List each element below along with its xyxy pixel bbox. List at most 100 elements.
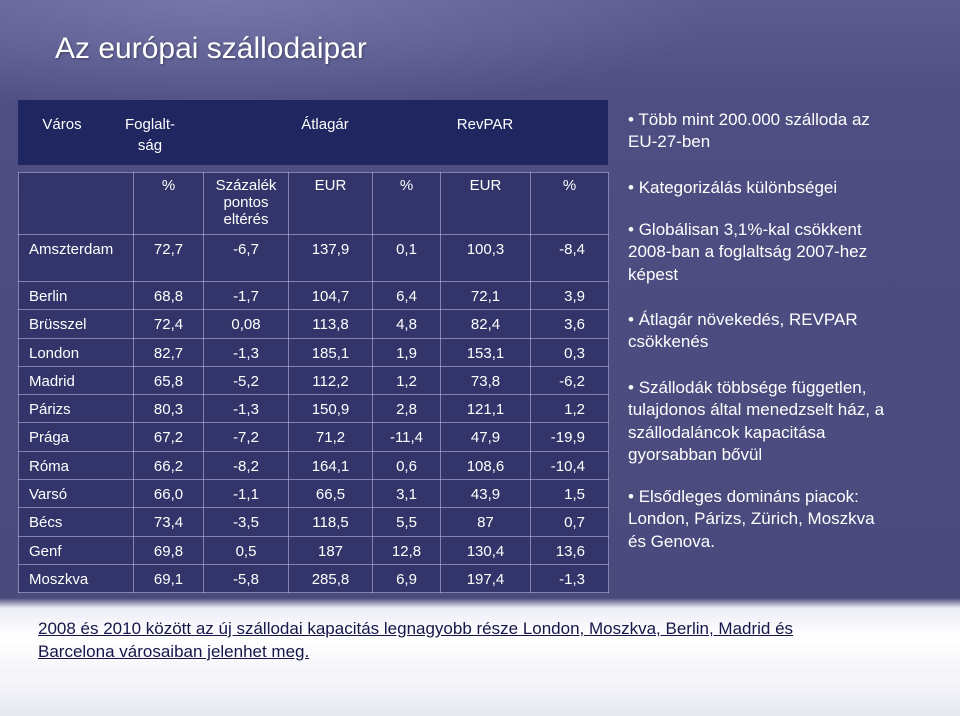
footnote-text: 2008 és 2010 között az új szállodai kapa… <box>38 619 794 661</box>
bullet-item: • Átlagár növekedés, REVPAR csökkenés <box>628 309 956 354</box>
bullet-item: • Több mint 200.000 szálloda az EU-27-be… <box>628 109 956 154</box>
occupancy-change-pp: -8,2 <box>203 450 289 481</box>
bullet-text: Globálisan 3,1%-kal csökkent 2008-ban a … <box>628 220 868 284</box>
occupancy-pct: 66,2 <box>133 450 204 481</box>
bullet-item: • Globálisan 3,1%-kal csökkent 2008-ban … <box>628 219 956 286</box>
bullet-item: • Elsődleges domináns piacok: London, Pá… <box>628 486 956 553</box>
avg-rate-change-pct: 2,8 <box>372 394 441 424</box>
subheader-occupancy-pct: % <box>133 172 204 235</box>
city-name: Brüsszel <box>18 309 134 339</box>
city-name: Róma <box>18 450 134 481</box>
table-row-brusszel: Brüsszel 72,4 0,08 113,8 4,8 82,4 3,6 <box>18 309 609 339</box>
revpar-change-pct: -6,2 <box>530 365 609 396</box>
revpar-change-pct: -10,4 <box>530 450 609 481</box>
revpar-change-pct: 13,6 <box>530 535 609 565</box>
avg-rate-eur: 113,8 <box>288 309 373 339</box>
bullet-icon: • <box>628 178 634 197</box>
revpar-eur: 72,1 <box>440 280 531 311</box>
revpar-eur: 197,4 <box>440 563 531 594</box>
occupancy-pct: 82,7 <box>133 337 204 367</box>
header-city: Város <box>42 116 82 133</box>
occupancy-change-pp: -3,5 <box>203 507 289 537</box>
occupancy-change-pp: -6,7 <box>203 234 289 282</box>
occupancy-change-pp: -1,7 <box>203 280 289 311</box>
avg-rate-change-pct: 0,1 <box>372 234 441 282</box>
city-name: Prága <box>18 422 134 452</box>
avg-rate-eur: 150,9 <box>288 394 373 424</box>
revpar-eur: 121,1 <box>440 394 531 424</box>
bullet-text: Kategorizálás különbségei <box>638 178 838 197</box>
city-name: London <box>18 337 134 367</box>
table-row-varso: Varsó 66,0 -1,1 66,5 3,1 43,9 1,5 <box>18 479 609 509</box>
occupancy-change-pp: -5,8 <box>203 563 289 594</box>
table-header: Város Foglalt- ság Átlagár RevPAR <box>18 100 608 165</box>
header-revpar: RevPAR <box>456 116 514 133</box>
avg-rate-eur: 187 <box>288 535 373 565</box>
avg-rate-eur: 164,1 <box>288 450 373 481</box>
revpar-change-pct: 0,3 <box>530 337 609 367</box>
subheader-occupancy-change: Százalék pontos eltérés <box>203 172 289 235</box>
occupancy-pct: 68,8 <box>133 280 204 311</box>
bullet-text: Átlagár növekedés, REVPAR csökkenés <box>628 310 858 352</box>
revpar-change-pct: 1,2 <box>530 394 609 424</box>
avg-rate-eur: 112,2 <box>288 365 373 396</box>
bullet-text: Szállodák többsége független, tulajdonos… <box>628 378 885 464</box>
revpar-change-pct: 3,9 <box>530 280 609 311</box>
bullet-text: Elsődleges domináns piacok: London, Pári… <box>628 487 875 551</box>
avg-rate-change-pct: 4,8 <box>372 309 441 339</box>
occupancy-pct: 67,2 <box>133 422 204 452</box>
city-name: Berlin <box>18 280 134 311</box>
table-row-praga: Prága 67,2 -7,2 71,2 -11,4 47,9 -19,9 <box>18 422 609 452</box>
avg-rate-eur: 185,1 <box>288 337 373 367</box>
bullet-icon: • <box>628 310 634 329</box>
slide-title: Az európai szállodaipar <box>55 32 367 65</box>
avg-rate-change-pct: 6,9 <box>372 563 441 594</box>
subheader-avg-rate-eur: EUR <box>288 172 373 235</box>
bullet-text: Több mint 200.000 szálloda az EU-27-ben <box>628 110 870 152</box>
occupancy-pct: 65,8 <box>133 365 204 396</box>
footnote-panel <box>0 598 960 716</box>
city-name: Amszterdam <box>18 234 134 282</box>
header-occupancy: Foglalt- ság <box>124 116 176 154</box>
avg-rate-change-pct: 12,8 <box>372 535 441 565</box>
avg-rate-eur: 118,5 <box>288 507 373 537</box>
avg-rate-eur: 104,7 <box>288 280 373 311</box>
occupancy-pct: 72,4 <box>133 309 204 339</box>
avg-rate-change-pct: 6,4 <box>372 280 441 311</box>
bullet-icon: • <box>628 487 634 506</box>
revpar-change-pct: -1,3 <box>530 563 609 594</box>
revpar-eur: 130,4 <box>440 535 531 565</box>
avg-rate-eur: 71,2 <box>288 422 373 452</box>
avg-rate-eur: 66,5 <box>288 479 373 509</box>
table-subheader-row: % Százalék pontos eltérés EUR % EUR % <box>18 172 609 235</box>
avg-rate-eur: 137,9 <box>288 234 373 282</box>
subheader-city-blank <box>18 172 134 235</box>
avg-rate-change-pct: 1,2 <box>372 365 441 396</box>
city-name: Varsó <box>18 479 134 509</box>
table-row-madrid: Madrid 65,8 -5,2 112,2 1,2 73,8 -6,2 <box>18 365 609 396</box>
avg-rate-change-pct: 3,1 <box>372 479 441 509</box>
header-avg-rate: Átlagár <box>301 116 349 133</box>
table-row-becs: Bécs 73,4 -3,5 118,5 5,5 87 0,7 <box>18 507 609 537</box>
occupancy-pct: 73,4 <box>133 507 204 537</box>
occupancy-change-pp: 0,08 <box>203 309 289 339</box>
revpar-change-pct: -8,4 <box>530 234 609 282</box>
revpar-change-pct: 3,6 <box>530 309 609 339</box>
revpar-eur: 43,9 <box>440 479 531 509</box>
avg-rate-change-pct: -11,4 <box>372 422 441 452</box>
hotel-stats-table: % Százalék pontos eltérés EUR % EUR % Am… <box>18 172 609 594</box>
bullet-item: • Kategorizálás különbségei <box>628 177 956 199</box>
occupancy-pct: 72,7 <box>133 234 204 282</box>
bullet-icon: • <box>628 378 634 397</box>
occupancy-change-pp: -1,3 <box>203 337 289 367</box>
city-name: Genf <box>18 535 134 565</box>
table-row-genf: Genf 69,8 0,5 187 12,8 130,4 13,6 <box>18 535 609 565</box>
bullet-item: • Szállodák többsége független, tulajdon… <box>628 377 956 466</box>
occupancy-pct: 80,3 <box>133 394 204 424</box>
occupancy-pct: 66,0 <box>133 479 204 509</box>
table-row-london: London 82,7 -1,3 185,1 1,9 153,1 0,3 <box>18 337 609 367</box>
avg-rate-eur: 285,8 <box>288 563 373 594</box>
occupancy-change-pp: -1,3 <box>203 394 289 424</box>
city-name: Párizs <box>18 394 134 424</box>
occupancy-change-pp: 0,5 <box>203 535 289 565</box>
